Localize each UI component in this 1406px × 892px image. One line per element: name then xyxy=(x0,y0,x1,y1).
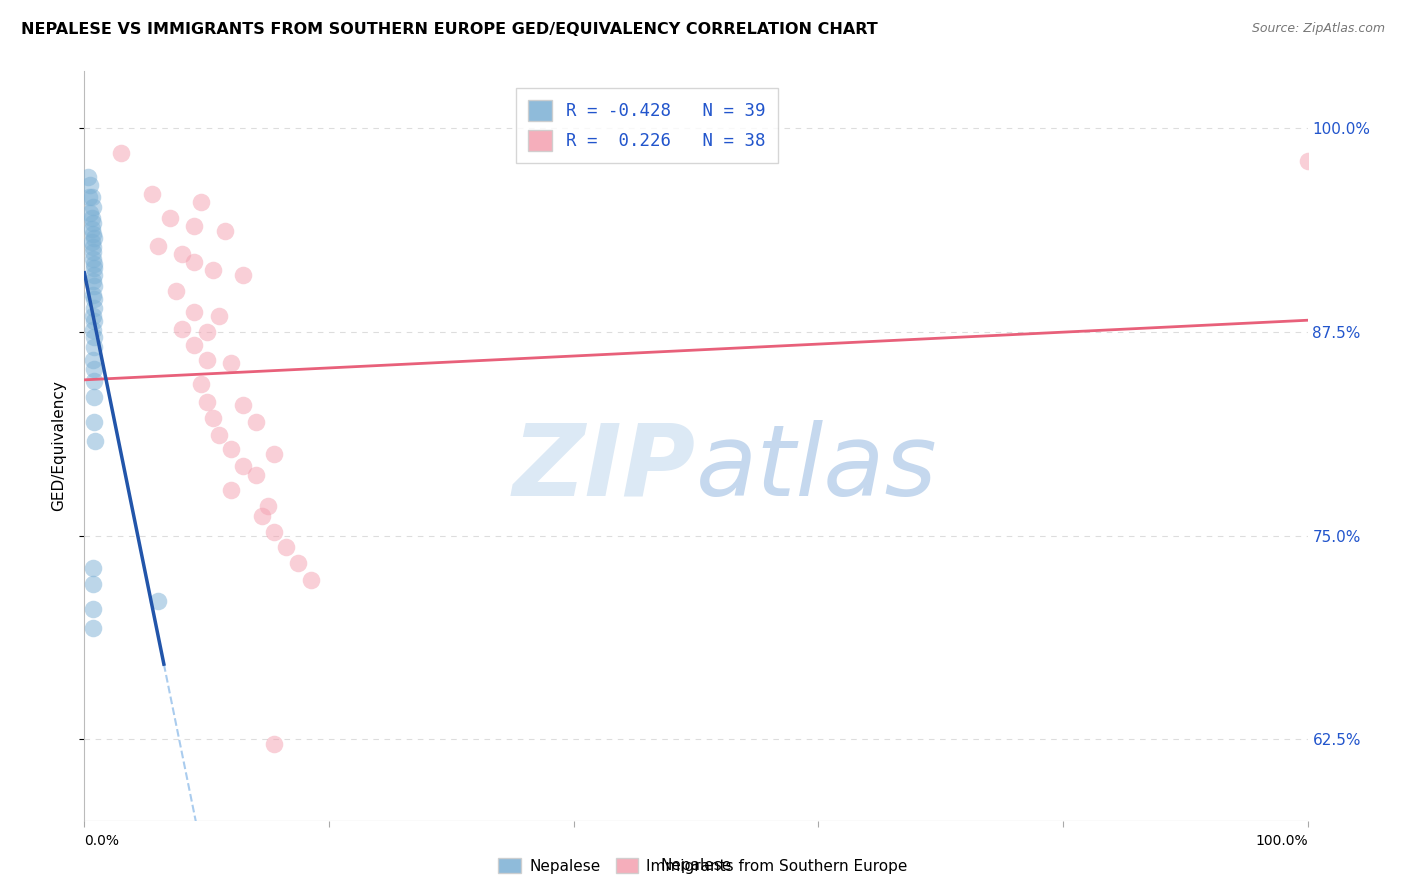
Point xyxy=(201,411,224,425)
Point xyxy=(83,415,105,429)
Point xyxy=(84,434,107,449)
Point xyxy=(82,200,104,214)
Point xyxy=(82,252,104,266)
Point xyxy=(82,323,104,337)
Point xyxy=(141,186,163,201)
Point xyxy=(208,427,231,442)
Point xyxy=(80,222,103,236)
Point xyxy=(83,362,105,376)
Point xyxy=(245,415,267,429)
Point xyxy=(263,737,285,751)
Point xyxy=(299,573,322,587)
Point xyxy=(82,561,104,575)
Text: Nepalese: Nepalese xyxy=(661,858,731,873)
Point xyxy=(1296,153,1319,168)
Point xyxy=(159,211,181,225)
Point xyxy=(77,170,100,185)
Point xyxy=(83,330,105,344)
Point xyxy=(83,340,105,354)
Point xyxy=(183,219,205,233)
Point xyxy=(183,338,205,352)
Text: 0.0%: 0.0% xyxy=(84,834,120,847)
Point xyxy=(80,190,103,204)
Point xyxy=(82,227,104,242)
Point xyxy=(82,577,104,591)
Point xyxy=(232,398,254,412)
Point xyxy=(80,211,103,225)
Point xyxy=(232,458,254,473)
Point xyxy=(287,556,309,570)
Point xyxy=(232,268,254,282)
Point xyxy=(82,245,104,260)
Point xyxy=(77,190,100,204)
Y-axis label: GED/Equivalency: GED/Equivalency xyxy=(51,381,66,511)
Point xyxy=(79,206,101,220)
Text: atlas: atlas xyxy=(696,420,938,517)
Point xyxy=(146,593,169,607)
Point xyxy=(172,322,194,336)
Text: 100.0%: 100.0% xyxy=(1256,834,1308,847)
Point xyxy=(83,293,105,307)
Point xyxy=(263,447,285,461)
Text: Source: ZipAtlas.com: Source: ZipAtlas.com xyxy=(1251,22,1385,36)
Point xyxy=(219,483,242,497)
Point xyxy=(219,356,242,370)
Point xyxy=(250,509,273,524)
Point xyxy=(146,238,169,252)
Point xyxy=(83,301,105,315)
Point xyxy=(214,224,236,238)
Point xyxy=(82,240,104,254)
Point xyxy=(83,390,105,404)
Point xyxy=(165,285,187,299)
Point xyxy=(263,525,285,540)
Point xyxy=(83,268,105,282)
Point xyxy=(245,468,267,483)
Legend: R = -0.428   N = 39, R =  0.226   N = 38: R = -0.428 N = 39, R = 0.226 N = 38 xyxy=(516,87,778,163)
Point xyxy=(190,377,212,392)
Point xyxy=(83,313,105,327)
Point xyxy=(219,442,242,457)
Point xyxy=(183,305,205,319)
Point xyxy=(79,178,101,193)
Point xyxy=(83,230,105,244)
Point xyxy=(82,287,104,301)
Text: ZIP: ZIP xyxy=(513,420,696,517)
Point xyxy=(82,602,104,616)
Point xyxy=(183,255,205,269)
Point xyxy=(82,275,104,289)
Point xyxy=(172,247,194,261)
Text: NEPALESE VS IMMIGRANTS FROM SOUTHERN EUROPE GED/EQUIVALENCY CORRELATION CHART: NEPALESE VS IMMIGRANTS FROM SOUTHERN EUR… xyxy=(21,22,877,37)
Point xyxy=(83,374,105,388)
Point xyxy=(83,256,105,270)
Point xyxy=(82,352,104,367)
Point xyxy=(110,145,132,160)
Point xyxy=(208,309,231,323)
Point xyxy=(82,309,104,323)
Point xyxy=(83,279,105,293)
Legend: Nepalese, Immigrants from Southern Europe: Nepalese, Immigrants from Southern Europ… xyxy=(492,852,914,880)
Point xyxy=(83,261,105,276)
Point xyxy=(195,325,218,339)
Point xyxy=(195,352,218,367)
Point xyxy=(82,216,104,230)
Point xyxy=(195,395,218,409)
Point xyxy=(257,500,280,514)
Point xyxy=(82,622,104,636)
Point xyxy=(80,235,103,250)
Point xyxy=(201,263,224,277)
Point xyxy=(190,194,212,209)
Point xyxy=(276,540,298,554)
